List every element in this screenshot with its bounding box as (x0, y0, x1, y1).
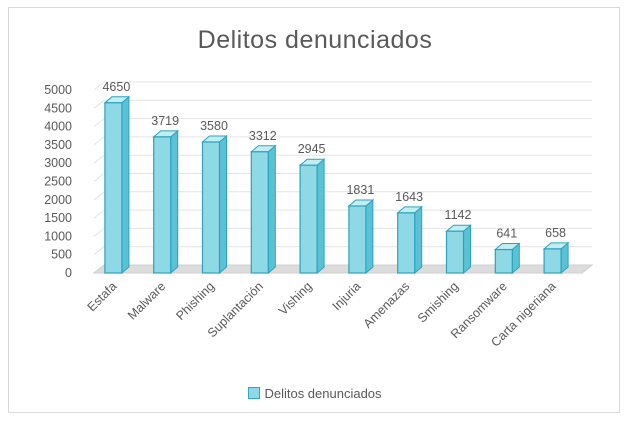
bar-front (397, 212, 416, 274)
bar-smishing: 1142 (445, 208, 472, 275)
bar-front (543, 248, 562, 274)
data-label: 4650 (102, 80, 130, 94)
y-tick-label: 4000 (44, 120, 72, 134)
data-label: 1643 (395, 190, 423, 204)
x-tick-label: Phishing (173, 279, 217, 323)
bar-carta-nigeriana: 658 (542, 226, 570, 275)
bar-side (414, 205, 423, 275)
y-tick-label: 2500 (44, 175, 72, 189)
bar-side (316, 158, 325, 275)
x-tick-label: Malware (125, 279, 168, 322)
y-tick-label: 2000 (44, 193, 72, 207)
x-tick-label: Amenazas (361, 279, 413, 331)
bar-side (121, 95, 130, 275)
y-tick-label: 3500 (44, 138, 72, 152)
gridline-depth (93, 81, 105, 91)
data-label: 1142 (445, 208, 472, 222)
bar-side (219, 134, 227, 275)
gridline-depth (93, 154, 105, 164)
bar-side (463, 224, 471, 275)
bar-front (250, 151, 269, 274)
data-label: 3719 (151, 114, 179, 128)
legend-label: Delitos denunciados (264, 386, 382, 401)
bar-front (153, 136, 172, 274)
gridline-depth (93, 209, 105, 219)
bar-estafa: 4650 (102, 80, 130, 275)
bar-front (348, 205, 367, 274)
gridline-depth (93, 173, 105, 182)
bar-phishing: 3580 (200, 119, 228, 275)
chart-frame: Delitos denunciados 0 500 1000 1500 2000 2500… (8, 7, 620, 413)
data-label: 3580 (200, 119, 228, 133)
bar-malware: 3719 (151, 114, 179, 275)
data-label: 1831 (346, 183, 374, 197)
data-label: 658 (545, 226, 566, 240)
bar-side (365, 198, 374, 275)
chart-plot-area: 0 500 1000 1500 2000 2500 3000 3500 4000 4500 5000… (44, 80, 594, 350)
bar-vishing: 2945 (298, 142, 326, 275)
chart-legend: Delitos denunciados (9, 386, 621, 401)
x-tick-label: Vishing (276, 279, 315, 318)
bar-front (104, 102, 123, 274)
gridline-depth (93, 136, 105, 146)
y-tick-label: 500 (51, 248, 72, 262)
data-label: 3312 (249, 129, 277, 143)
y-tick-label: 4500 (44, 101, 72, 115)
bar-front (445, 230, 465, 274)
y-tick-label: 1500 (44, 211, 72, 225)
bar-side (170, 129, 179, 275)
x-tick-label: Smishing (415, 279, 461, 325)
y-tick-label: 3000 (44, 156, 72, 170)
data-label: 2945 (298, 142, 326, 156)
bar-front (494, 248, 513, 274)
data-label: 641 (496, 227, 517, 241)
bar-injuria: 1831 (346, 183, 374, 275)
gridline-depth (93, 246, 105, 256)
bar-ransomware: 641 (493, 227, 521, 275)
y-tick-label: 1000 (44, 229, 72, 243)
gridline-depth (93, 228, 105, 237)
gridline-depth (93, 118, 105, 127)
y-tick-label: 0 (65, 266, 72, 280)
bar-front (201, 141, 221, 274)
bar-side (267, 144, 276, 275)
x-tick-label: Injuria (330, 279, 364, 313)
gridline-depth (93, 99, 105, 109)
bar-front (299, 164, 318, 274)
bar-amenazas: 1643 (395, 190, 423, 275)
bar-suplantación: 3312 (249, 129, 277, 275)
y-tick-label: 5000 (44, 83, 72, 97)
gridline-depth (93, 191, 105, 201)
x-tick-label: Estafa (85, 279, 120, 314)
chart-title: Delitos denunciados (197, 26, 433, 54)
legend-swatch (248, 387, 261, 399)
